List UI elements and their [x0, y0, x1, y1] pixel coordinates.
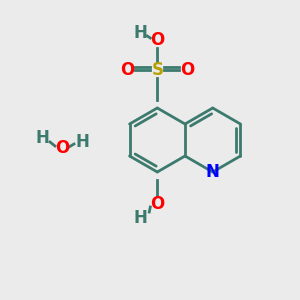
Text: O: O	[120, 61, 134, 79]
Text: H: H	[75, 133, 89, 151]
Text: H: H	[133, 24, 147, 42]
Text: H: H	[133, 209, 147, 227]
Text: H: H	[35, 129, 49, 147]
Text: O: O	[150, 31, 164, 49]
Text: O: O	[55, 139, 69, 157]
Text: O: O	[180, 61, 194, 79]
Text: S: S	[151, 61, 163, 79]
Text: O: O	[150, 195, 164, 213]
Text: N: N	[206, 163, 220, 181]
